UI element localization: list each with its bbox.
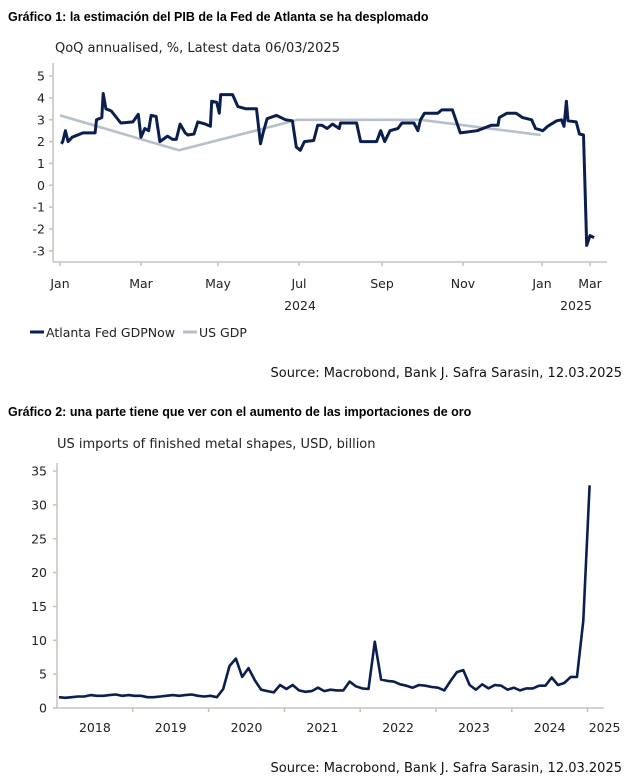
y-tick-label: 3 [37, 112, 45, 127]
chart2: 35 30 25 20 15 10 5 0 2018 2019 2020 2021 2022 2023 20… [31, 463, 621, 735]
y-tick-label: -2 [33, 222, 45, 237]
chart1-legend: Atlanta Fed GDPNow US GDP [30, 325, 247, 340]
y-tick-label: 15 [31, 599, 47, 614]
y-tick-label: 1 [37, 156, 45, 171]
x-tick-label: Mar [578, 276, 602, 291]
x-tick-label: 2024 [534, 720, 566, 735]
chart2-subtitle: US imports of finished metal shapes, USD… [57, 437, 376, 452]
y-tick-label: 4 [37, 90, 45, 105]
x-tick-label: Mar [129, 276, 153, 291]
series-line-gdpnow [60, 92, 595, 247]
chart1-subtitle: QoQ annualised, %, Latest data 06/03/202… [55, 41, 340, 56]
x-year-label: 2025 [560, 298, 592, 313]
y-tick-label: -3 [33, 243, 45, 258]
series-line-metal-imports [58, 485, 591, 700]
x-tick-label: Jan [49, 276, 69, 291]
y-tick-label: 5 [39, 667, 47, 682]
x-tick-label: 2020 [231, 720, 263, 735]
chart2-title: Gráfico 2: una parte tiene que ver con e… [8, 405, 472, 419]
chart2-source: Source: Macrobond, Bank J. Safra Sarasin… [271, 761, 622, 776]
y-tick-label: 0 [37, 178, 45, 193]
x-tick-label: 2019 [155, 720, 187, 735]
chart1-title: Gráfico 1: la estimación del PIB de la F… [8, 10, 429, 24]
x-year-label: 2024 [284, 298, 316, 313]
y-tick-label: 10 [31, 633, 47, 648]
x-tick-label: 2021 [306, 720, 338, 735]
chart1: 5 4 3 2 1 0 -1 -2 -3 Jan Mar May Jul Sep Nov Jan Mar 2024… [33, 63, 607, 313]
y-tick-label: 0 [39, 701, 47, 716]
x-tick-label: 2023 [458, 720, 490, 735]
y-tick-label: -1 [33, 200, 45, 215]
y-tick-label: 5 [37, 69, 45, 84]
x-tick-label: Jul [290, 276, 306, 291]
legend-label-usgdp: US GDP [199, 325, 247, 340]
x-tick-label: Jan [531, 276, 551, 291]
x-tick-label: 2022 [382, 720, 414, 735]
x-tick-label: Sep [370, 276, 394, 291]
y-tick-label: 25 [31, 531, 47, 546]
legend-label-gdpnow: Atlanta Fed GDPNow [46, 325, 175, 340]
y-tick-label: 2 [37, 134, 45, 149]
series-line-usgdp [59, 114, 541, 152]
x-tick-label: Nov [451, 276, 476, 291]
chart1-source: Source: Macrobond, Bank J. Safra Sarasin… [271, 366, 622, 381]
x-tick-label: 2025 [589, 720, 621, 735]
x-tick-label: May [205, 276, 231, 291]
y-tick-label: 30 [31, 497, 47, 512]
y-tick-label: 35 [31, 464, 47, 479]
x-tick-label: 2018 [79, 720, 111, 735]
y-tick-label: 20 [31, 565, 47, 580]
